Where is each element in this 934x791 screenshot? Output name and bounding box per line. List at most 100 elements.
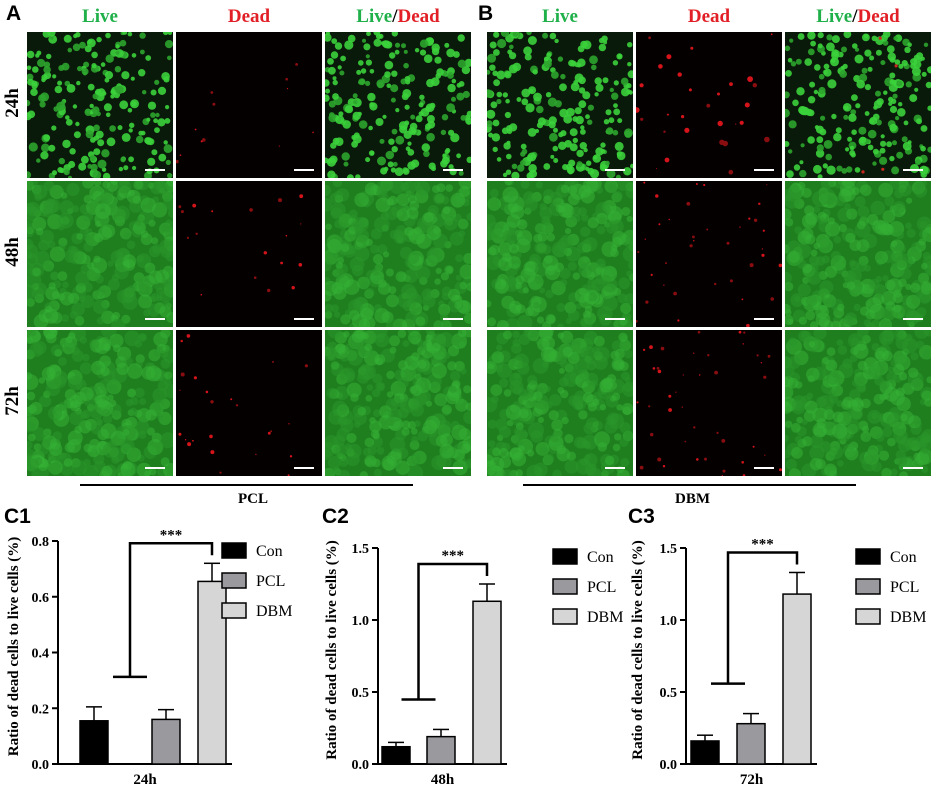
micrograph-pcl-dead-24h: [176, 32, 322, 178]
bar-dbm: [472, 600, 502, 765]
scale-bar: [443, 467, 463, 469]
col-head-b-dead: Dead: [687, 6, 731, 27]
micrograph-dbm-merge-24h: [785, 32, 931, 178]
legend-swatch-con: [552, 548, 578, 565]
col-head-b-live: Live: [542, 6, 578, 27]
panel-letter-a: A: [6, 2, 22, 25]
micrograph-dbm-live-72h: [487, 330, 633, 476]
micrograph-pcl-merge-24h: [325, 32, 471, 178]
bar-dbm: [782, 593, 812, 765]
row-label-24h: 24h: [2, 88, 23, 118]
legend-label-con: Con: [587, 549, 614, 566]
bar-pcl: [736, 722, 766, 765]
bar-chart-c2: Ratio of dead cells to live cells (%) 0.0…: [324, 540, 623, 788]
scale-bar: [443, 169, 463, 171]
legend-label-dbm: DBM: [587, 609, 623, 626]
scale-bar: [605, 169, 625, 171]
bar-pcl: [151, 718, 181, 765]
y-tick-label: 0.0: [660, 758, 678, 773]
panel-letter-c1: C1: [4, 505, 31, 528]
y-axis-label: Ratio of dead cells to live cells (%): [630, 540, 646, 760]
legend-swatch-pcl: [221, 572, 247, 589]
y-tick-label: 1.5: [660, 542, 678, 557]
panel-letter-c2: C2: [322, 505, 349, 528]
y-tick-label: 0.5: [660, 686, 678, 701]
micrograph-pcl-live-48h: [27, 181, 173, 327]
significance-bracket: [128, 542, 214, 677]
bar-con: [690, 740, 720, 765]
legend-swatch-con: [221, 542, 247, 559]
micrograph-pcl-merge-48h: [325, 181, 471, 327]
micrograph-pcl-live-72h: [27, 330, 173, 476]
y-tick-label: 0.4: [32, 647, 50, 662]
legend-swatch-con: [855, 548, 881, 565]
scale-bar: [754, 467, 774, 469]
significance-bracket: [726, 551, 799, 684]
micrograph-dbm-dead-72h: [636, 330, 782, 476]
bar-con: [79, 720, 109, 765]
micrograph-dbm-live-48h: [487, 181, 633, 327]
micrograph-dbm-dead-48h: [636, 181, 782, 327]
scale-bar: [294, 169, 314, 171]
scale-bar: [145, 467, 165, 469]
micrograph-dbm-merge-48h: [785, 181, 931, 327]
legend-label-con: Con: [890, 549, 917, 566]
col-head-a-live: Live: [82, 6, 118, 27]
scale-bar: [754, 318, 774, 320]
scale-bar: [903, 467, 923, 469]
significance-label: ***: [160, 527, 183, 543]
significance-label: ***: [442, 548, 465, 564]
legend-label-con: Con: [256, 543, 283, 560]
scale-bar: [903, 169, 923, 171]
y-tick-label: 0.0: [352, 758, 370, 773]
micrograph-dbm-dead-24h: [636, 32, 782, 178]
micrograph-dbm-merge-72h: [785, 330, 931, 476]
panel-letter-c3: C3: [628, 505, 655, 528]
legend-swatch-dbm: [855, 608, 881, 625]
x-axis-label: 48h: [431, 772, 455, 788]
micrograph-pcl-dead-48h: [176, 181, 322, 327]
x-axis-label: 72h: [740, 772, 764, 788]
micrograph-dbm-live-24h: [487, 32, 633, 178]
group-label-pcl: PCL: [238, 491, 268, 507]
bar-con: [381, 745, 411, 765]
scale-bar: [605, 318, 625, 320]
scale-bar: [145, 318, 165, 320]
y-axis-label: Ratio of dead cells to live cells (%): [324, 540, 340, 760]
scale-bar: [294, 318, 314, 320]
scale-bar: [754, 169, 774, 171]
scale-bar: [294, 467, 314, 469]
legend-swatch-dbm: [221, 602, 247, 619]
legend-label-dbm: DBM: [890, 609, 926, 626]
legend-label-pcl: PCL: [890, 579, 919, 596]
scale-bar: [443, 318, 463, 320]
bar-chart-c1: Ratio of dead cells to live cells (%) 0.0…: [6, 527, 292, 788]
bar-chart-c3: Ratio of dead cells to live cells (%) 0.0…: [630, 536, 926, 788]
x-axis-label: 24h: [133, 772, 157, 788]
y-tick-label: 1.0: [660, 614, 678, 629]
row-label-48h: 48h: [2, 237, 23, 267]
micrograph-pcl-dead-72h: [176, 330, 322, 476]
row-label-72h: 72h: [2, 386, 23, 416]
micrograph-pcl-merge-72h: [325, 330, 471, 476]
scale-bar: [145, 169, 165, 171]
y-tick-label: 0.0: [32, 758, 50, 773]
significance-label: ***: [751, 536, 774, 552]
group-line-pcl: [80, 484, 413, 486]
y-tick-label: 1.0: [352, 614, 370, 629]
micrograph-pcl-live-24h: [27, 32, 173, 178]
significance-bracket: [417, 562, 489, 700]
panel-letter-b: B: [478, 2, 494, 25]
legend-swatch-dbm: [552, 608, 578, 625]
legend-label-dbm: DBM: [256, 603, 292, 620]
bar-pcl: [426, 735, 456, 765]
y-tick-label: 0.2: [32, 702, 50, 717]
group-label-dbm: DBM: [675, 491, 710, 507]
group-line-dbm: [523, 484, 856, 486]
col-head-a-merge: Live/Dead: [356, 6, 440, 27]
legend-label-pcl: PCL: [587, 579, 616, 596]
y-tick-label: 0.5: [352, 686, 370, 701]
y-axis-label: Ratio of dead cells to live cells (%): [6, 537, 22, 757]
legend-label-pcl: PCL: [256, 573, 285, 590]
legend-swatch-pcl: [855, 578, 881, 595]
